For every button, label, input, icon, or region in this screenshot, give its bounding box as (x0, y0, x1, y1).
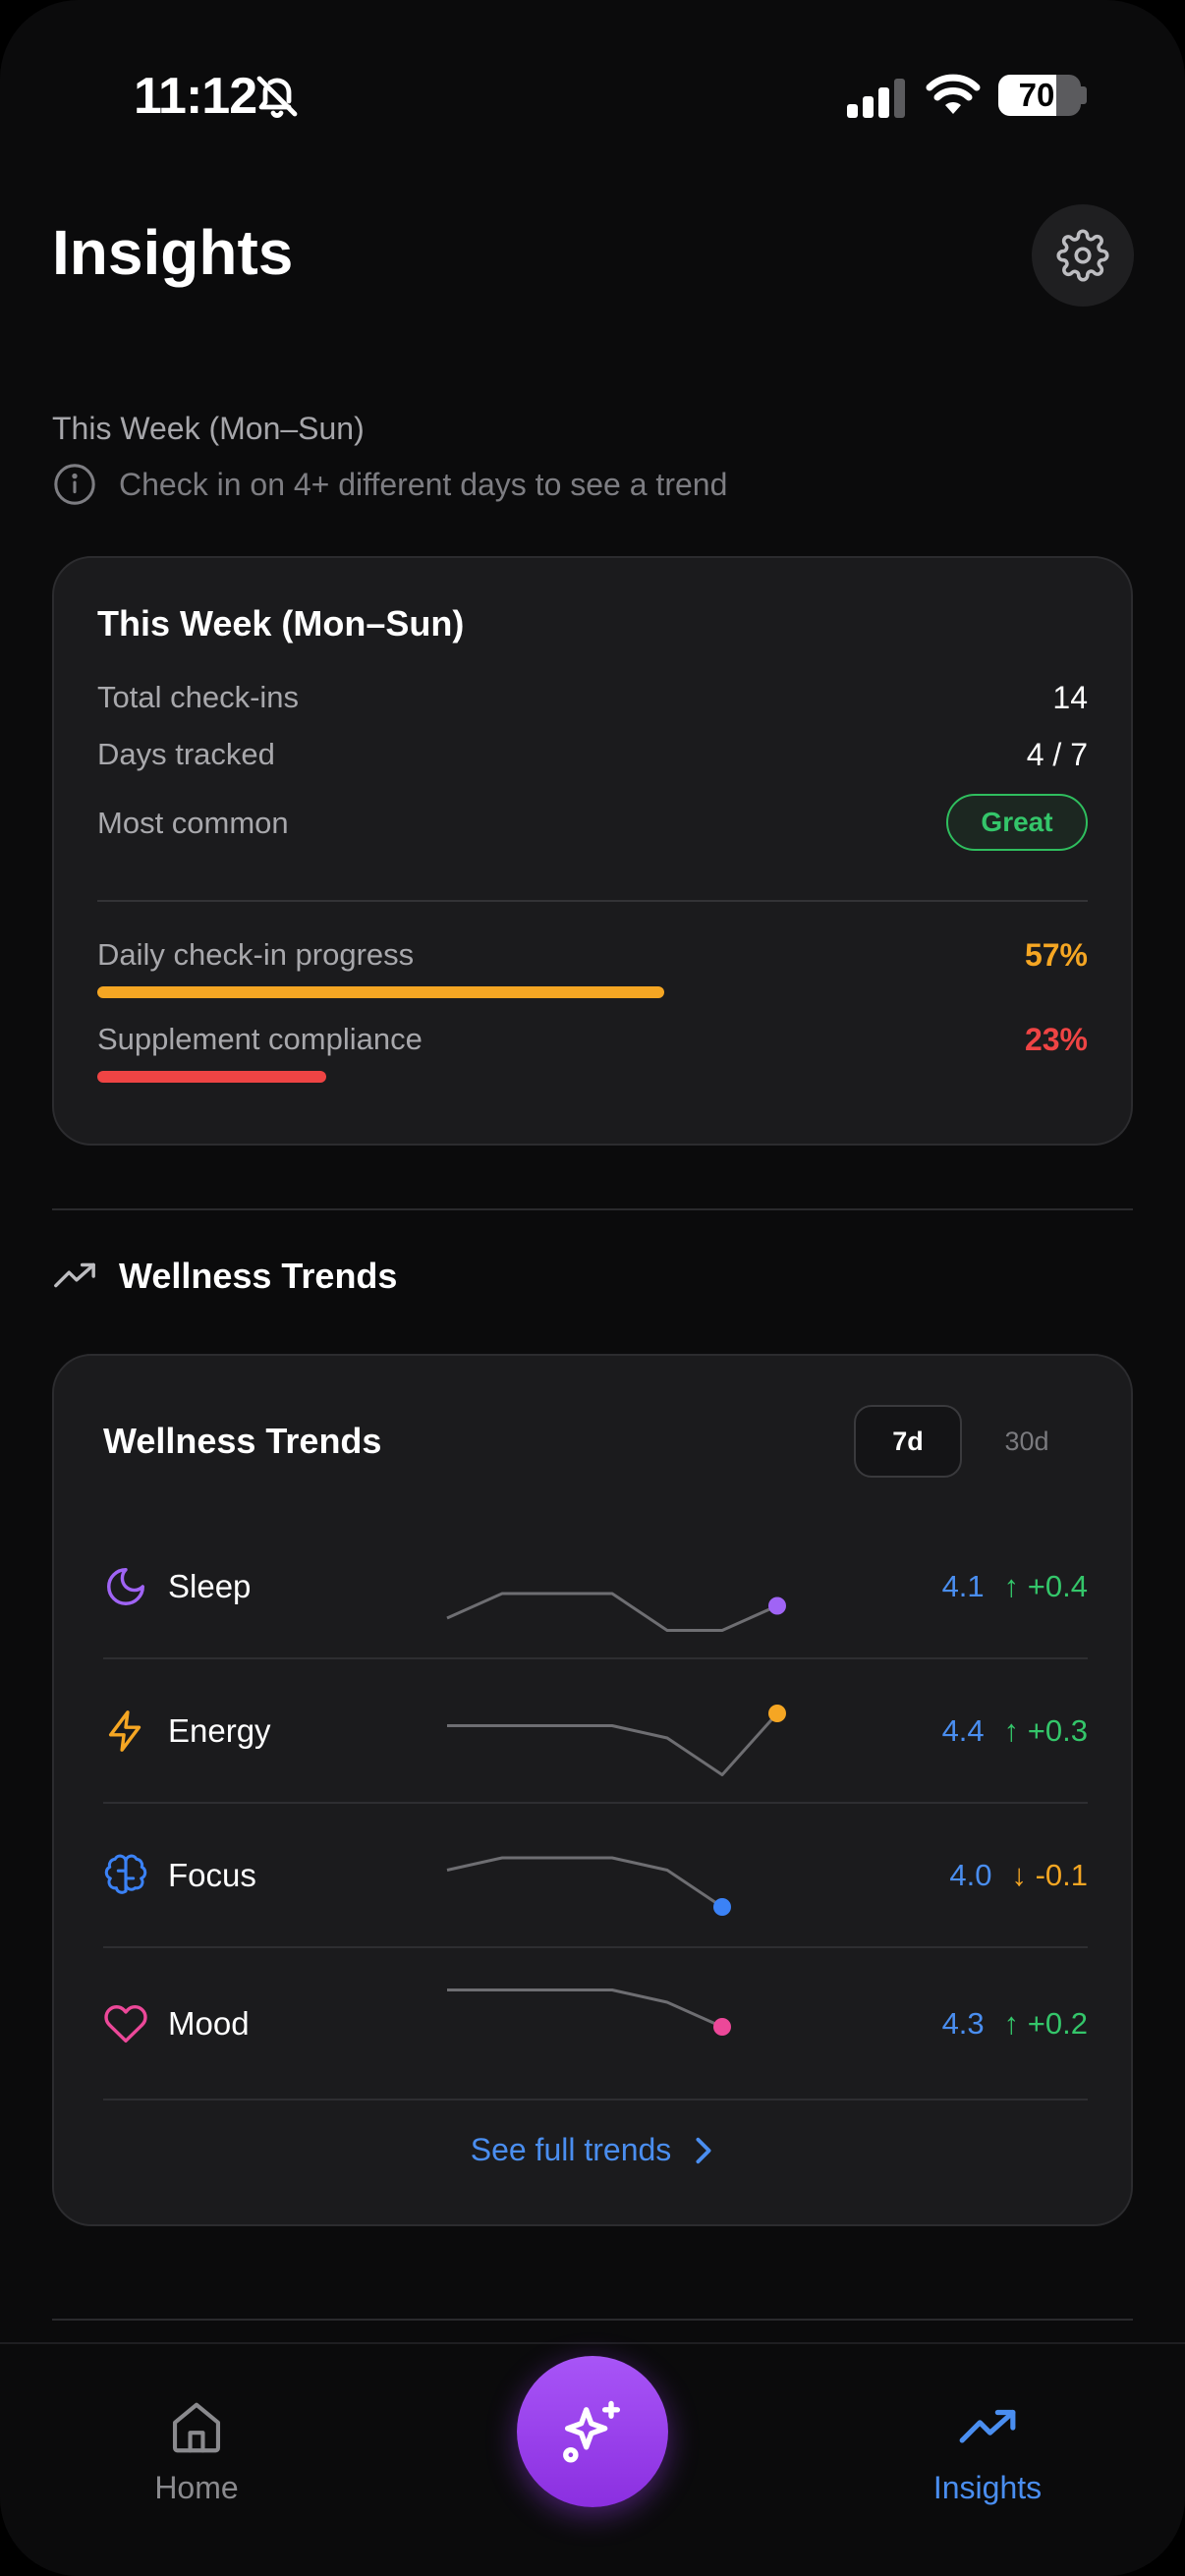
sparkline-path (447, 1711, 779, 1776)
metric-values-energy: 4.4 ↑ +0.3 (942, 1713, 1088, 1749)
nav-insights[interactable]: Insights (904, 2397, 1071, 2506)
metric-delta-energy: ↑ +0.3 (1004, 1713, 1088, 1749)
sparkline-path (446, 1856, 723, 1909)
days-tracked-value: 4 / 7 (1026, 737, 1088, 772)
delta-arrow-icon: ↑ (1003, 1568, 1020, 1603)
home-icon (172, 2402, 221, 2453)
page-title: Insights (52, 217, 294, 288)
gear-icon (1056, 229, 1109, 282)
metric-label-energy: Energy (168, 1711, 271, 1749)
section-title: Wellness Trends (119, 1256, 398, 1296)
battery-level: 70 (1018, 77, 1055, 113)
wellness-trends-header: Wellness Trends (52, 1254, 397, 1299)
see-full-trends-label: See full trends (470, 2132, 672, 2167)
sparkline-mood (447, 1988, 731, 2036)
sparkline-latest-point (768, 1705, 786, 1722)
metric-score-mood: 4.3 (941, 2005, 985, 2041)
moon-icon (107, 1567, 144, 1605)
delta-arrow-icon: ↓ (1011, 1857, 1027, 1892)
heart-icon (104, 2004, 147, 2043)
wifi-icon (926, 74, 981, 114)
week-label: This Week (Mon–Sun) (52, 411, 365, 446)
metric-values-mood: 4.3 ↑ +0.2 (942, 2006, 1088, 2042)
see-full-trends-link[interactable]: See full trends (54, 2132, 1131, 2168)
lightning-icon (108, 1709, 141, 1752)
settings-button[interactable] (1032, 204, 1134, 307)
metric-delta-focus: ↓ -0.1 (1011, 1858, 1088, 1893)
ai-assistant-button[interactable] (517, 2356, 668, 2507)
range-30d-button[interactable]: 30d (1004, 1426, 1049, 1456)
sparkline-latest-point (713, 1898, 731, 1916)
delta-arrow-icon: ↑ (1003, 1712, 1020, 1748)
supplement-compliance-value: 23% (1024, 1022, 1088, 1057)
metric-score-focus: 4.0 (949, 1857, 992, 1892)
card-divider (97, 900, 1088, 902)
section-divider (52, 1208, 1133, 1210)
metric-label-focus: Focus (168, 1856, 256, 1893)
nav-home-label: Home (154, 2470, 239, 2505)
total-checkins-label: Total check-ins (97, 680, 300, 714)
sparkline-energy (447, 1705, 786, 1776)
wellness-trends-card: Wellness Trends 7d 30d Sleep 4.1 ↑ +0.4 … (52, 1354, 1133, 2226)
sparkline-sleep (446, 1592, 786, 1632)
daily-progress-bar (97, 986, 664, 998)
info-icon (54, 464, 95, 505)
most-common-label: Most common (97, 806, 289, 840)
most-common-badge: Great (946, 794, 1088, 851)
section-divider (52, 2319, 1133, 2321)
trending-up-icon (54, 1262, 95, 1288)
sparkles-icon (563, 2400, 621, 2463)
chevron-right-icon (696, 2137, 711, 2163)
total-checkins-value: 14 (1052, 680, 1088, 715)
metric-row-sleep[interactable]: Sleep 4.1 ↑ +0.4 (103, 1515, 1088, 1659)
metric-label-mood: Mood (168, 2004, 250, 2042)
metric-values-focus: 4.0 ↓ -0.1 (949, 1858, 1088, 1893)
range-7d-button[interactable]: 7d (854, 1405, 962, 1478)
sparkline-focus (446, 1856, 731, 1916)
metric-row-mood[interactable]: Mood 4.3 ↑ +0.2 (103, 1948, 1088, 2100)
supplement-compliance-label: Supplement compliance (97, 1022, 423, 1056)
daily-progress-label: Daily check-in progress (97, 937, 415, 972)
trends-card-title: Wellness Trends (103, 1421, 382, 1461)
metric-values-sleep: 4.1 ↑ +0.4 (942, 1569, 1088, 1604)
nav-home[interactable]: Home (128, 2397, 265, 2506)
metric-delta-mood: ↑ +0.2 (1004, 2006, 1088, 2042)
nav-insights-label: Insights (932, 2470, 1043, 2505)
metric-label-sleep: Sleep (168, 1567, 252, 1604)
supplement-compliance-bar (97, 1071, 326, 1083)
metric-score-energy: 4.4 (941, 1712, 985, 1748)
week-card-title: This Week (Mon–Sun) (97, 603, 465, 644)
sparkline-path (447, 1988, 723, 2029)
days-tracked-label: Days tracked (97, 737, 275, 771)
sparkline-latest-point (713, 2018, 731, 2036)
battery-fill (998, 75, 1056, 116)
status-time: 11:12 (134, 68, 257, 125)
trending-up-icon (959, 2409, 1016, 2443)
week-summary-card: This Week (Mon–Sun) Total check-ins 14 D… (52, 556, 1133, 1146)
cellular-signal-icon (847, 79, 905, 118)
bottom-nav: Home Insights (0, 2342, 1185, 2576)
battery-indicator: 70 (998, 75, 1081, 116)
delta-value: -0.1 (1035, 1857, 1088, 1892)
hint-text: Check in on 4+ different days to see a t… (119, 466, 728, 502)
metric-delta-sleep: ↑ +0.4 (1004, 1569, 1088, 1604)
bell-off-icon (256, 76, 298, 118)
delta-value: +0.3 (1027, 1712, 1088, 1748)
delta-value: +0.2 (1027, 2005, 1088, 2041)
battery-tip (1081, 86, 1087, 104)
delta-value: +0.4 (1027, 1568, 1088, 1603)
brain-icon (104, 1854, 147, 1894)
metric-score-sleep: 4.1 (941, 1568, 985, 1603)
sparkline-path (446, 1592, 778, 1632)
metric-row-energy[interactable]: Energy 4.4 ↑ +0.3 (103, 1659, 1088, 1804)
delta-arrow-icon: ↑ (1003, 2005, 1020, 2041)
metric-row-focus[interactable]: Focus 4.0 ↓ -0.1 (103, 1804, 1088, 1948)
daily-progress-value: 57% (1024, 937, 1088, 973)
sparkline-latest-point (768, 1596, 786, 1615)
trend-hint: Check in on 4+ different days to see a t… (52, 462, 727, 507)
